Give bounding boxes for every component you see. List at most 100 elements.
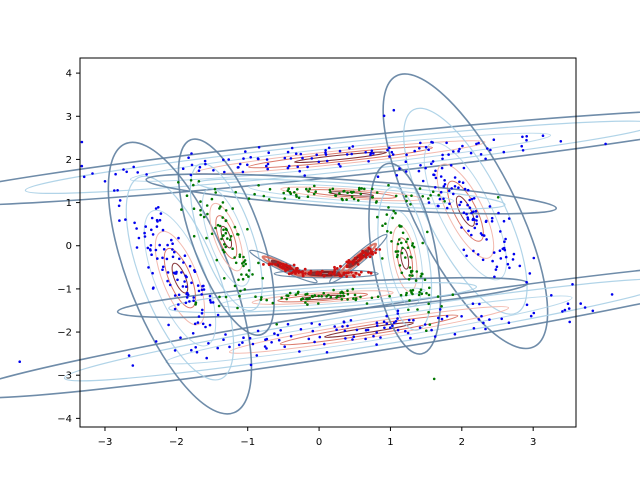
data-point <box>310 157 314 160</box>
contour-level-5 <box>248 146 433 169</box>
data-point <box>418 290 421 294</box>
data-point <box>335 328 338 332</box>
data-point <box>427 197 430 200</box>
data-point <box>185 194 189 197</box>
data-point <box>398 225 402 228</box>
data-point <box>296 165 300 169</box>
data-point <box>411 274 414 277</box>
data-point <box>412 318 415 322</box>
data-point <box>426 230 429 234</box>
data-point <box>389 231 393 234</box>
data-point <box>423 278 427 282</box>
data-point <box>234 261 238 265</box>
data-point <box>222 338 225 342</box>
data-point <box>228 345 231 349</box>
data-point <box>442 185 446 188</box>
data-point <box>494 268 498 271</box>
data-point <box>365 302 369 305</box>
data-point <box>324 151 327 154</box>
data-point <box>372 152 375 155</box>
data-point <box>341 325 344 328</box>
data-point <box>161 265 165 269</box>
data-point <box>474 209 478 213</box>
data-point <box>314 190 318 193</box>
data-point <box>342 190 345 193</box>
contour-level-1 <box>145 173 558 215</box>
data-point <box>283 265 286 268</box>
data-point <box>427 302 431 306</box>
data-point <box>410 291 413 294</box>
data-point <box>353 256 357 260</box>
data-point <box>199 213 202 217</box>
data-point <box>387 206 390 209</box>
data-point <box>498 249 502 252</box>
data-point <box>415 270 419 273</box>
data-point <box>265 347 268 350</box>
contour-level-2 <box>63 278 640 382</box>
data-point <box>583 306 587 309</box>
data-point <box>206 212 209 216</box>
data-point <box>286 322 290 326</box>
data-point <box>325 351 329 354</box>
data-point <box>394 320 398 323</box>
data-point <box>360 187 364 190</box>
data-point <box>247 197 251 200</box>
data-point <box>188 264 192 268</box>
data-point <box>198 165 202 169</box>
data-point <box>382 320 386 324</box>
data-point <box>376 295 380 299</box>
data-point <box>332 288 335 292</box>
data-point <box>297 271 301 274</box>
data-point <box>150 253 153 256</box>
data-point <box>477 318 481 321</box>
data-point <box>180 271 183 274</box>
data-point <box>192 207 196 210</box>
data-point <box>425 291 428 295</box>
data-point <box>475 142 478 146</box>
data-point <box>329 295 333 299</box>
data-point <box>246 227 249 231</box>
data-point <box>419 141 422 145</box>
data-point <box>579 302 582 305</box>
data-point <box>103 180 107 183</box>
data-point <box>361 249 364 253</box>
data-point <box>301 270 304 273</box>
contour-level-1 <box>368 162 442 355</box>
data-point <box>468 206 472 210</box>
data-point <box>419 164 422 167</box>
data-point <box>149 244 153 247</box>
data-point <box>496 196 500 199</box>
data-point <box>425 329 428 333</box>
data-point <box>506 262 510 266</box>
contour-middle-1 <box>145 173 558 215</box>
data-point <box>223 277 226 280</box>
data-point <box>205 356 208 360</box>
data-point <box>385 322 389 325</box>
data-point <box>289 157 293 160</box>
data-point <box>114 172 117 176</box>
data-point <box>208 294 212 298</box>
data-point <box>481 258 485 262</box>
contour-middle-3 <box>116 276 529 319</box>
data-point <box>470 211 473 215</box>
data-point <box>396 309 400 313</box>
data-point <box>180 208 183 211</box>
data-point <box>82 175 86 179</box>
data-point <box>207 342 210 345</box>
data-point <box>500 317 504 321</box>
data-point <box>563 308 567 312</box>
data-point <box>463 187 467 191</box>
data-point <box>490 216 494 220</box>
data-point <box>186 291 189 295</box>
data-point <box>472 197 476 200</box>
contour-level-4 <box>436 163 495 259</box>
data-point <box>317 160 321 164</box>
data-point <box>357 199 360 202</box>
data-point <box>385 213 389 216</box>
data-point <box>409 289 413 292</box>
data-point <box>117 204 121 208</box>
data-point <box>470 233 473 237</box>
data-point <box>610 293 614 296</box>
data-point <box>398 167 401 170</box>
data-point <box>224 245 227 249</box>
